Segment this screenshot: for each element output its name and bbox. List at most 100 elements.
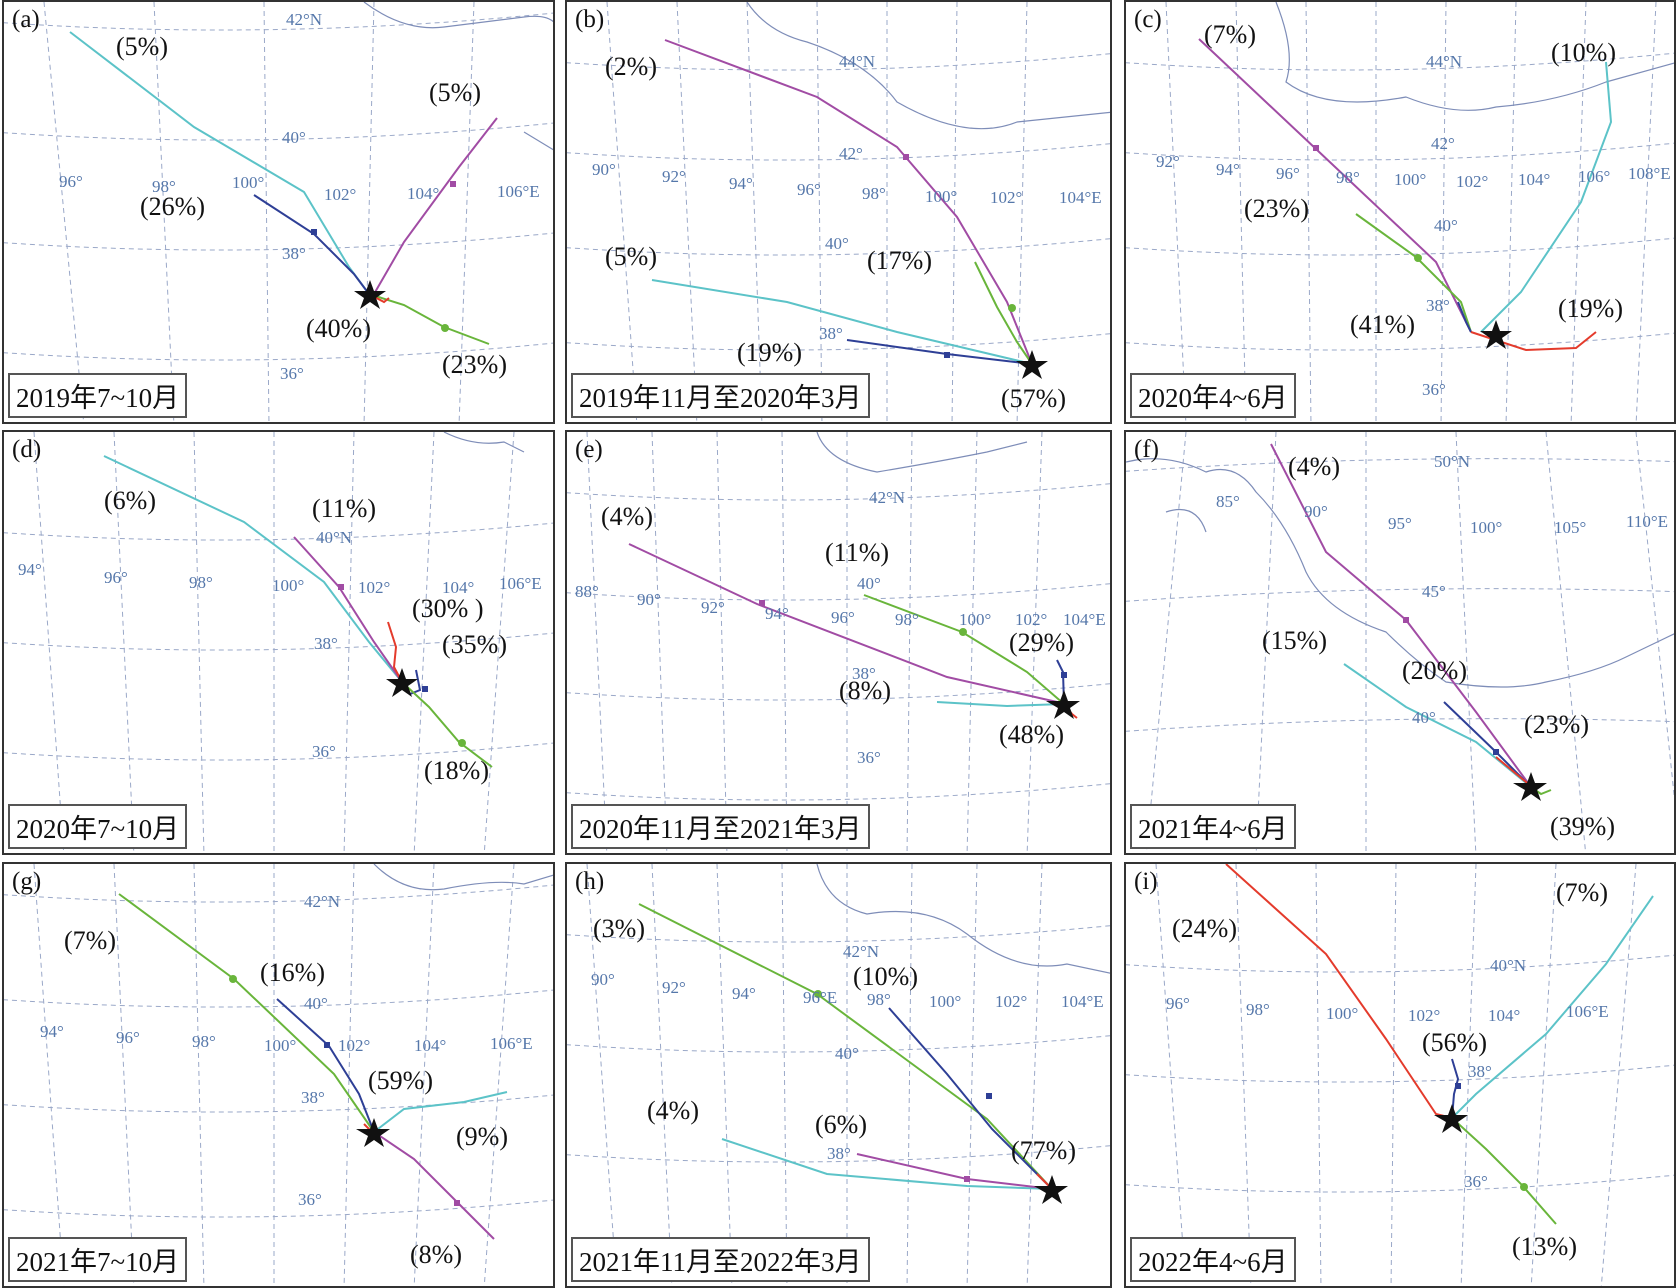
percentage-label: (5%) (116, 32, 168, 61)
tick-label: 42° (839, 144, 863, 163)
tick-label: 100° (1326, 1004, 1359, 1023)
tick-label: 106°E (490, 1034, 533, 1053)
tick-label: 44°N (839, 52, 876, 71)
tick-label: 104° (407, 184, 440, 203)
tick-label: 104° (414, 1036, 447, 1055)
tick-label: 96° (797, 180, 821, 199)
tick-label: 96° (1276, 164, 1300, 183)
tick-label: 90° (1304, 502, 1328, 521)
tick-label: 42°N (869, 488, 906, 507)
tick-label: 104° (1488, 1006, 1521, 1025)
percentage-label: (7%) (1556, 878, 1608, 907)
tick-label: 98° (192, 1032, 216, 1051)
panel-label: (h) (575, 868, 605, 895)
percentage-label: (29%) (1009, 628, 1074, 657)
panel-e: (e) 42°N 40° 38° 36° 88° 90° 92° 94° 96°… (565, 430, 1112, 855)
tick-label: 98° (152, 177, 176, 196)
map-f (1126, 432, 1674, 853)
percentage-label: (4%) (601, 502, 653, 531)
tick-label: 36° (312, 742, 336, 761)
tick-label: 106°E (497, 182, 540, 201)
percentage-label: (39%) (1550, 812, 1615, 841)
tick-label: 102° (1408, 1006, 1441, 1025)
percentage-label: (2%) (605, 52, 657, 81)
period-label: 2022年4~6月 (1130, 1237, 1296, 1282)
tick-label: 94° (732, 984, 756, 1003)
tick-label: 92° (1156, 152, 1180, 171)
tick-label: 98° (895, 610, 919, 629)
tick-label: 90° (592, 160, 616, 179)
percentage-label: (13%) (1512, 1232, 1577, 1261)
panel-f: (f) 50°N 45° 40° 85° 90° 95° 100° 105° 1… (1124, 430, 1676, 855)
panel-i: (i) 40°N 38° 36° 96° 98° 100° 102° 104° … (1124, 862, 1676, 1288)
percentage-label: (9%) (456, 1122, 508, 1151)
percentage-label: (10%) (1551, 38, 1616, 67)
tick-label: 85° (1216, 492, 1240, 511)
tick-label: 95° (1388, 514, 1412, 533)
percentage-label: (23%) (1244, 194, 1309, 223)
tick-label: 40° (282, 128, 306, 147)
percentage-label: (26%) (140, 192, 205, 221)
tick-label: 42°N (843, 942, 880, 961)
tick-label: 36° (298, 1190, 322, 1209)
panel-label: (a) (12, 6, 40, 33)
tick-label: 36° (857, 748, 881, 767)
tick-label: 38° (1426, 296, 1450, 315)
tick-label: 94° (40, 1022, 64, 1041)
tick-label: 96°E (803, 988, 838, 1007)
tick-label: 98° (189, 573, 213, 592)
tick-label: 96° (116, 1028, 140, 1047)
percentage-label: (15%) (1262, 626, 1327, 655)
percentage-label: (35%) (442, 630, 507, 659)
tick-label: 106°E (499, 574, 542, 593)
percentage-label: (40%) (306, 314, 371, 343)
panel-label: (d) (12, 436, 42, 463)
tick-label: 96° (104, 568, 128, 587)
period-label: 2021年7~10月 (8, 1237, 188, 1282)
tick-label: 94° (18, 560, 42, 579)
tick-label: 45° (1422, 582, 1446, 601)
tick-label: 40°N (1490, 956, 1527, 975)
tick-label: 92° (662, 167, 686, 186)
tick-label: 40° (835, 1044, 859, 1063)
map-b (567, 2, 1110, 422)
tick-label: 96° (831, 608, 855, 627)
percentage-label: (24%) (1172, 914, 1237, 943)
tick-label: 106°E (1566, 1002, 1609, 1021)
percentage-label: (56%) (1422, 1028, 1487, 1057)
tick-label: 100° (1470, 518, 1503, 537)
panel-h: (h) 42°N 40° 38° 90° 92° 94° 96°E 98° 10… (565, 862, 1112, 1288)
tick-label: 96° (1166, 994, 1190, 1013)
tick-label: 38° (1468, 1062, 1492, 1081)
tick-label: 98° (862, 184, 886, 203)
percentage-label: (17%) (867, 246, 932, 275)
tick-label: 94° (765, 604, 789, 623)
tick-label: 36° (280, 364, 304, 383)
tick-label: 102° (995, 992, 1028, 1011)
percentage-label: (30% ) (412, 594, 484, 623)
map-c (1126, 2, 1674, 422)
period-label: 2020年4~6月 (1130, 373, 1296, 418)
tick-label: 96° (59, 172, 83, 191)
tick-label: 104°E (1061, 992, 1104, 1011)
tick-label: 42°N (286, 10, 323, 29)
percentage-label: (19%) (1558, 294, 1623, 323)
tick-label: 40° (1434, 216, 1458, 235)
tick-label: 38° (282, 244, 306, 263)
percentage-label: (59%) (368, 1066, 433, 1095)
tick-label: 36° (1464, 1172, 1488, 1191)
tick-label: 94° (729, 174, 753, 193)
panel-label: (i) (1134, 868, 1158, 895)
tick-label: 100° (264, 1036, 297, 1055)
tick-label: 100° (959, 610, 992, 629)
tick-label: 38° (314, 634, 338, 653)
percentage-label: (8%) (839, 676, 891, 705)
tick-label: 100° (232, 173, 265, 192)
tick-label: 38° (301, 1088, 325, 1107)
tick-label: 50°N (1434, 452, 1471, 471)
map-g (4, 864, 553, 1286)
tick-label: 104°E (1059, 188, 1102, 207)
percentage-label: (16%) (260, 958, 325, 987)
tick-label: 102° (358, 578, 391, 597)
tick-label: 105° (1554, 518, 1587, 537)
